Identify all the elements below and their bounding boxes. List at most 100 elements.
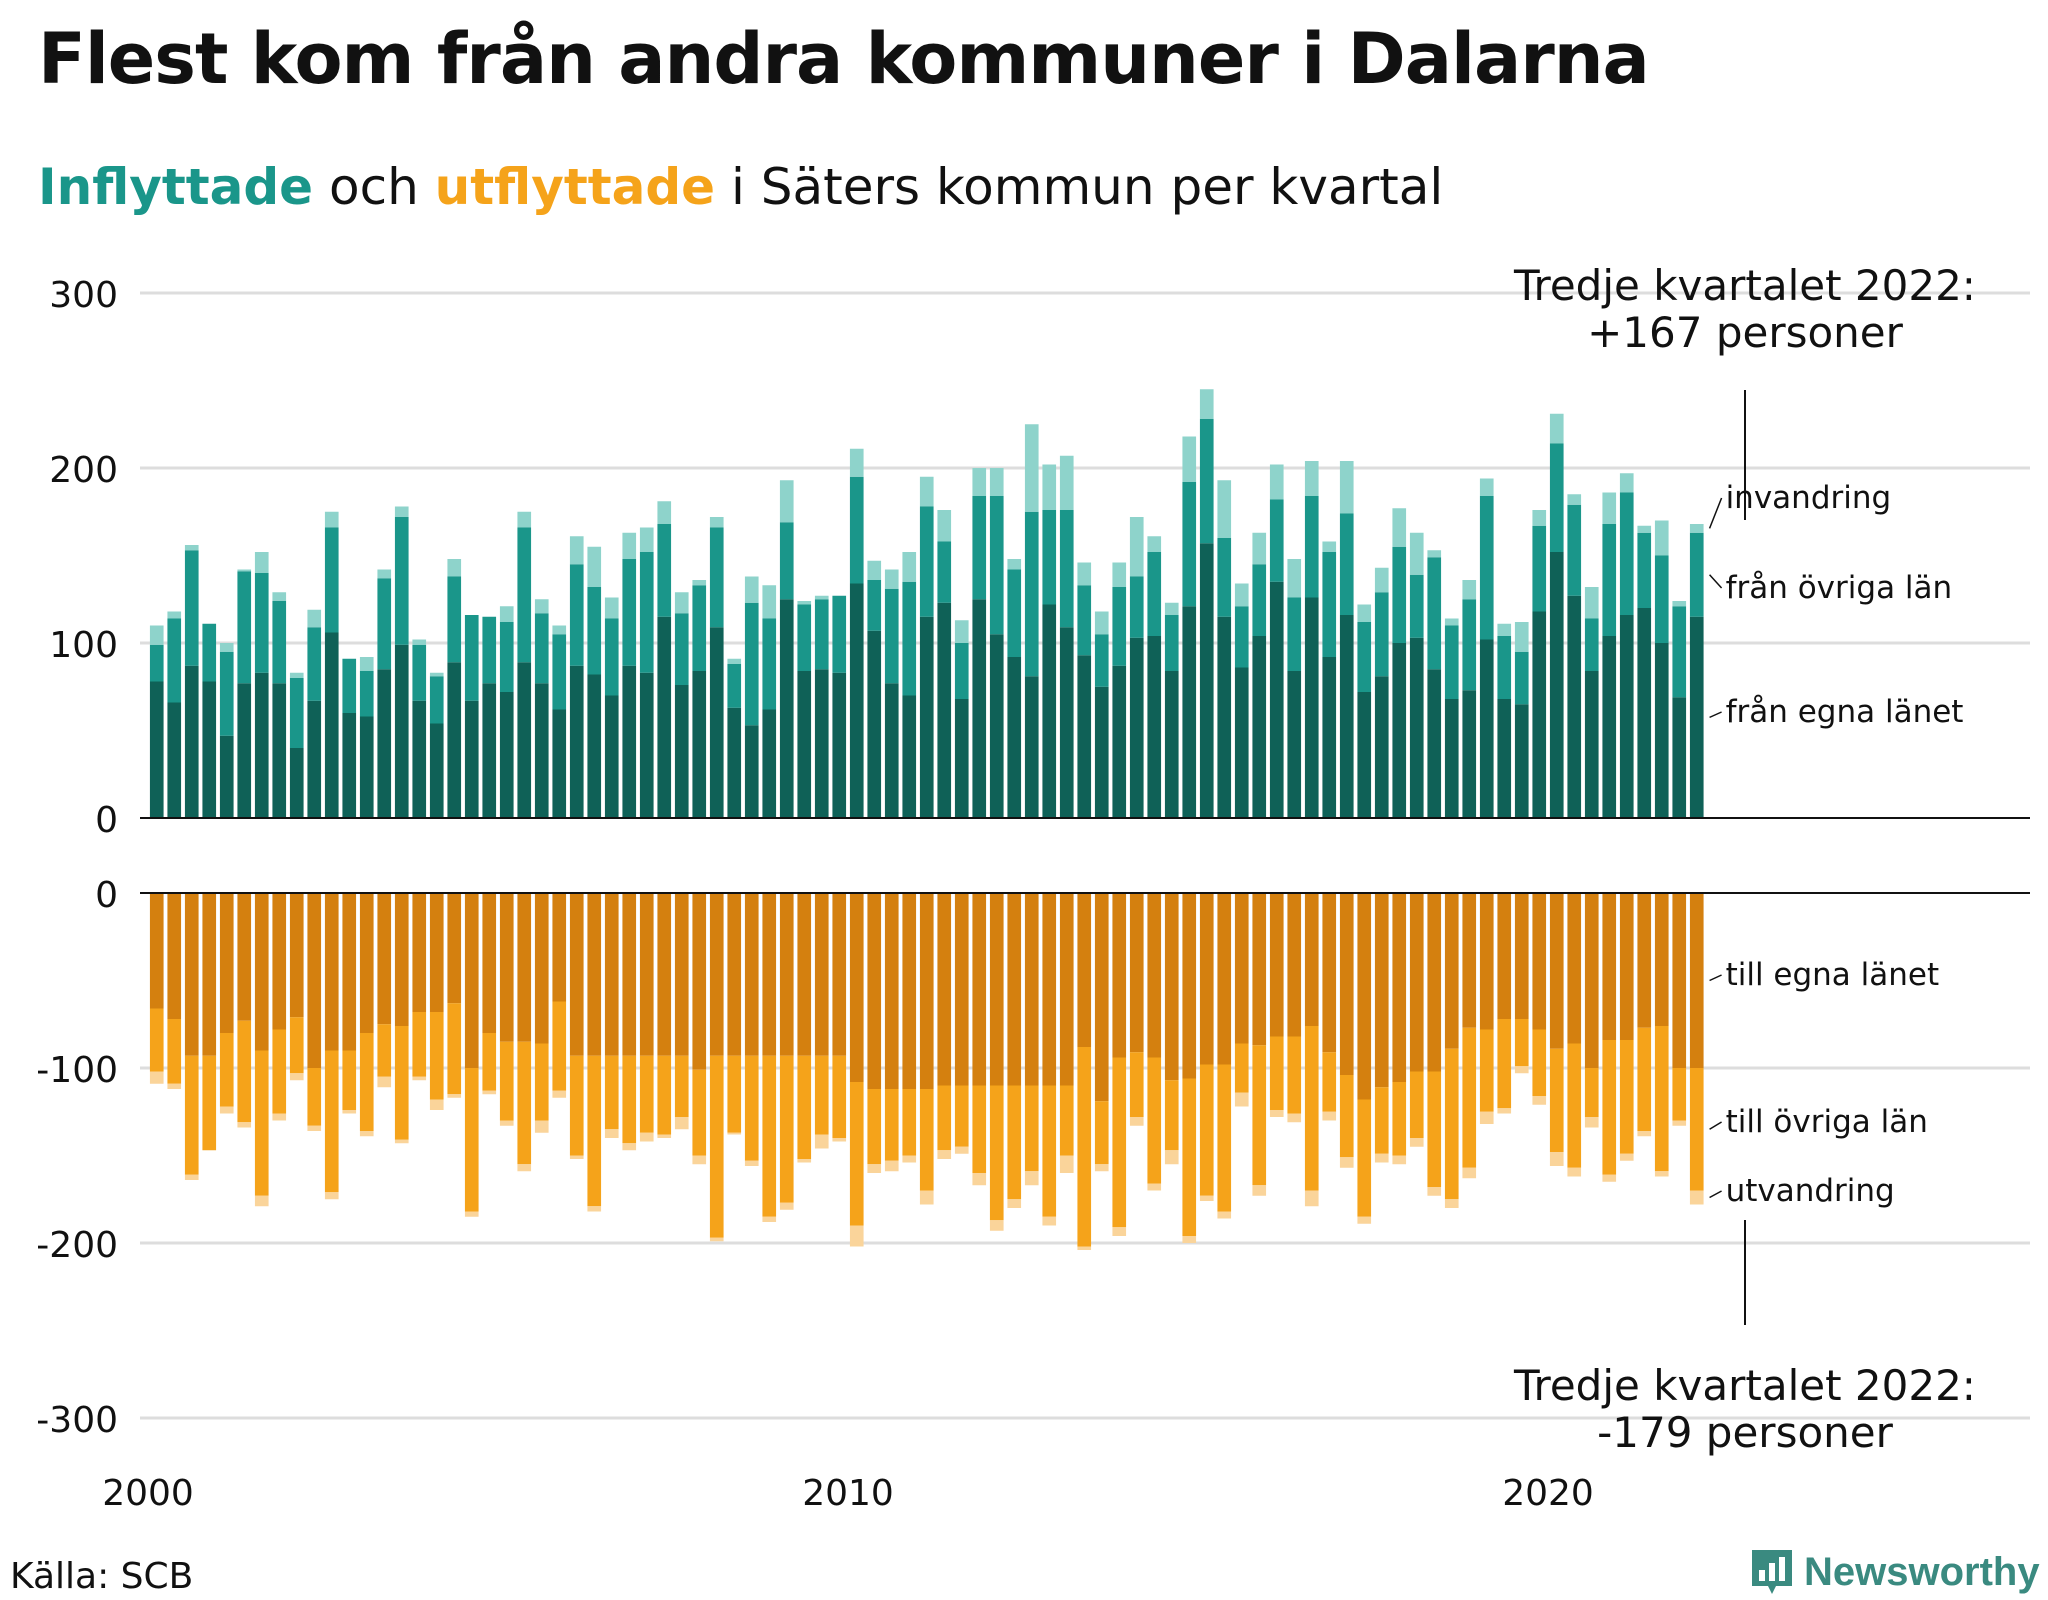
inflow-bar-segment [1304,461,1319,496]
outflow-bar-segment [534,1043,549,1121]
inflow-bar-segment [1339,461,1354,514]
outflow-bar-segment [902,1155,917,1163]
outflow-bar-segment [1532,1029,1547,1096]
inflow-bar-segment [972,599,987,818]
inflow-bar-segment [849,476,864,584]
outflow-bar-segment [1444,1199,1459,1208]
annotation-bottom-line2: -179 personer [1597,1408,1893,1457]
inflow-bar-segment [1339,513,1354,615]
outflow-bar-segment [587,1055,602,1207]
outflow-bar-segment [1199,893,1214,1065]
outflow-bar-segment [534,1120,549,1133]
outflow-bar-segment [884,1089,899,1161]
inflow-bar-segment [622,559,637,666]
inflow-bar-segment [1514,704,1529,818]
inflow-bar-segment [674,613,689,685]
inflow-bar-segment [1164,615,1179,671]
inflow-bar-segment [447,662,462,818]
outflow-bar-segment [1094,1101,1109,1165]
outflow-bar-segment [1427,1071,1442,1187]
outflow-bar-segment [1479,1111,1494,1124]
outflow-bar-segment [482,1090,497,1095]
inflow-bar-segment [1427,557,1442,670]
inflow-bar-segment [1462,690,1477,818]
inflow-bar-segment [499,622,514,692]
inflow-bar-segment [587,674,602,818]
outflow-bar-segment [184,893,199,1056]
series-label-leader [1709,1121,1722,1130]
outflow-bar-segment [272,893,287,1030]
inflow-bar-segment [1007,559,1022,570]
outflow-bar-segment [1322,1111,1337,1121]
inflow-bar-segment [184,550,199,666]
outflow-bar-segment [1094,893,1109,1102]
inflow-bar-segment [587,587,602,675]
outflow-bar-segment [1444,1048,1459,1200]
outflow-bar-segment [1287,1113,1302,1123]
outflow-bar-segment [464,1211,479,1217]
inflow-bar-segment [1199,543,1214,818]
outflow-bar-segment [499,1041,514,1121]
outflow-bar-segment [1409,893,1424,1072]
inflow-bar-segment [499,692,514,818]
outflow-bar-segment [324,893,339,1051]
outflow-bar-segment [1024,893,1039,1086]
subtitle-inflyttade: Inflyttade [38,158,314,216]
outflow-bar-segment [972,1173,987,1186]
outflow-bar-segment [1427,893,1442,1072]
outflow-bar-segment [1094,1164,1109,1172]
outflow-bar-segment [744,1160,759,1166]
inflow-bar-segment [1602,636,1617,818]
inflow-bar-segment [1287,671,1302,818]
outflow-bar-segment [1112,1227,1127,1236]
inflow-bar-segment [1217,480,1232,538]
series-label-leader [1709,711,1722,719]
outflow-bar-segment [1514,1019,1529,1067]
outflow-bar-segment [149,1008,164,1072]
inflow-bar-segment [1654,555,1669,643]
outflow-bar-segment [499,1120,514,1126]
inflow-bar-segment [149,681,164,818]
inflow-bar-segment [1042,604,1057,818]
outflow-bar-segment [429,893,444,1012]
inflow-bar-segment [517,511,532,528]
outflow-bar-segment [1007,1199,1022,1208]
inflow-bar-segment [1619,492,1634,615]
outflow-bar-segment [237,1020,252,1123]
outflow-bar-segment [797,1159,812,1163]
outflow-bar-segment [1147,893,1162,1058]
inflow-bar-segment [1077,562,1092,586]
outflow-bar-segment [709,893,724,1056]
outflow-bar-segment [1059,1155,1074,1173]
inflow-bar-segment [622,665,637,818]
inflow-bar-segment [1479,639,1494,818]
series-label: utvandring [1726,1173,1895,1209]
inflow-bar-segment [1234,667,1249,818]
outflow-bar-segment [674,1117,689,1130]
outflow-bar-segment [989,1085,1004,1221]
inflow-bar-segment [167,618,182,703]
inflow-bar-segment [447,559,462,577]
inflow-bar-segment [534,599,549,614]
outflow-bar-segment [237,893,252,1021]
outflow-bar-segment [342,1050,357,1110]
inflow-bar-segment [394,517,409,645]
inflow-bar-segment [674,685,689,818]
inflow-bar-segment [272,683,287,818]
outflow-bar-segment [1182,1236,1197,1243]
inflow-bar-segment [779,522,794,600]
outflow-bar-segment [1269,893,1284,1037]
inflow-bar-segment [1147,536,1162,552]
outflow-bar-segment [797,893,812,1056]
outflow-bars [149,893,1704,1250]
inflow-bar-segment [1182,606,1197,818]
outflow-bar-segment [1654,1026,1669,1172]
subtitle-rest: i Säters kommun per kvartal [715,158,1444,216]
inflow-bar-segment [1427,669,1442,818]
series-label-leader [1709,974,1722,982]
outflow-bar-segment [884,893,899,1089]
series-label: till egna länet [1726,957,1940,993]
outflow-bar-segment [464,893,479,1068]
inflow-bar-segment [1112,665,1127,818]
outflow-bar-segment [202,1055,217,1151]
